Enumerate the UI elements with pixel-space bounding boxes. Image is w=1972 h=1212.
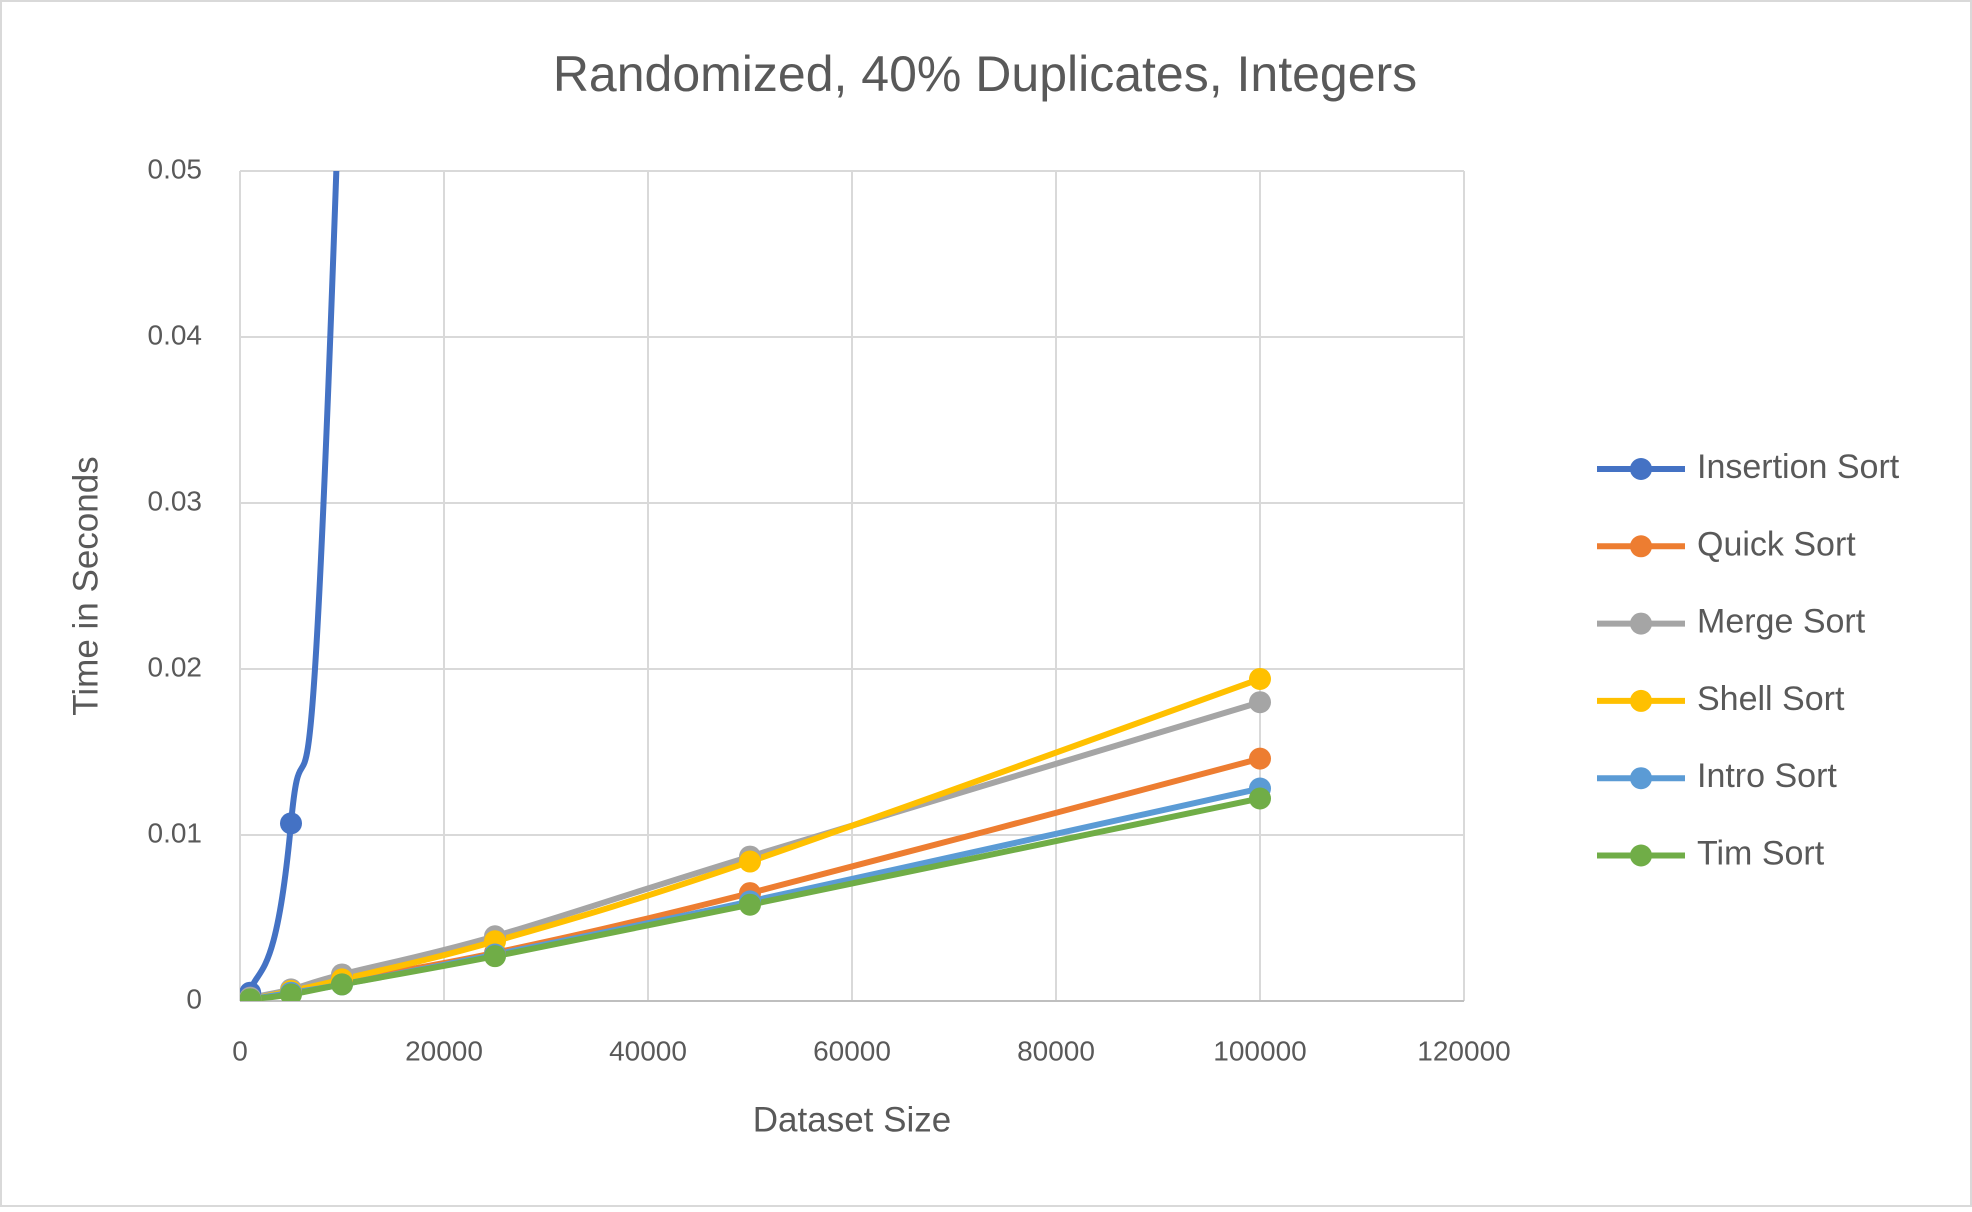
x-tick-label: 0 [232, 1035, 248, 1066]
y-tick-label: 0.02 [148, 651, 203, 682]
chart-title: Randomized, 40% Duplicates, Integers [553, 46, 1417, 102]
grid: 0 0.01 0.02 0.03 0.04 0.05 0 20000 40000 60000 800… [148, 153, 1511, 1066]
legend-label: Intro Sort [1697, 757, 1837, 795]
x-tick-label: 100000 [1213, 1035, 1306, 1066]
x-axis-label: Dataset Size [753, 1100, 951, 1139]
legend-marker [1630, 612, 1652, 635]
y-tick-label: 0.01 [148, 817, 203, 848]
data-point [331, 973, 353, 996]
data-point [1249, 667, 1271, 690]
legend-marker [1630, 458, 1652, 480]
data-point [739, 893, 761, 916]
legend-label: Tim Sort [1697, 834, 1825, 872]
x-tick-label: 20000 [405, 1035, 483, 1066]
data-point [240, 988, 262, 1001]
legend-marker [1630, 535, 1652, 558]
legend-marker [1630, 689, 1652, 712]
data-point [1249, 691, 1271, 714]
x-tick-label: 80000 [1017, 1035, 1095, 1066]
plot-area [240, 171, 1271, 1001]
y-tick-label: 0.03 [148, 485, 203, 516]
legend-marker [1630, 844, 1652, 867]
legend: Insertion Sort Quick Sort Merge Sort Shell … [1597, 448, 1900, 872]
data-point [280, 983, 302, 1001]
data-point [280, 812, 302, 835]
legend-label: Quick Sort [1697, 525, 1856, 563]
legend-marker [1630, 767, 1652, 790]
legend-label: Shell Sort [1697, 680, 1845, 718]
x-tick-label: 40000 [609, 1035, 687, 1066]
y-tick-label: 0 [186, 983, 202, 1014]
legend-label: Insertion Sort [1697, 448, 1900, 486]
data-point [1249, 787, 1271, 810]
x-tick-label: 120000 [1417, 1035, 1510, 1066]
y-axis-label: Time in Seconds [66, 456, 105, 715]
y-tick-label: 0.05 [148, 153, 203, 184]
data-point [1249, 747, 1271, 770]
legend-label: Merge Sort [1697, 603, 1866, 641]
x-tick-label: 60000 [813, 1035, 891, 1066]
data-point [739, 850, 761, 873]
data-point [484, 945, 506, 968]
y-tick-label: 0.04 [148, 319, 203, 350]
